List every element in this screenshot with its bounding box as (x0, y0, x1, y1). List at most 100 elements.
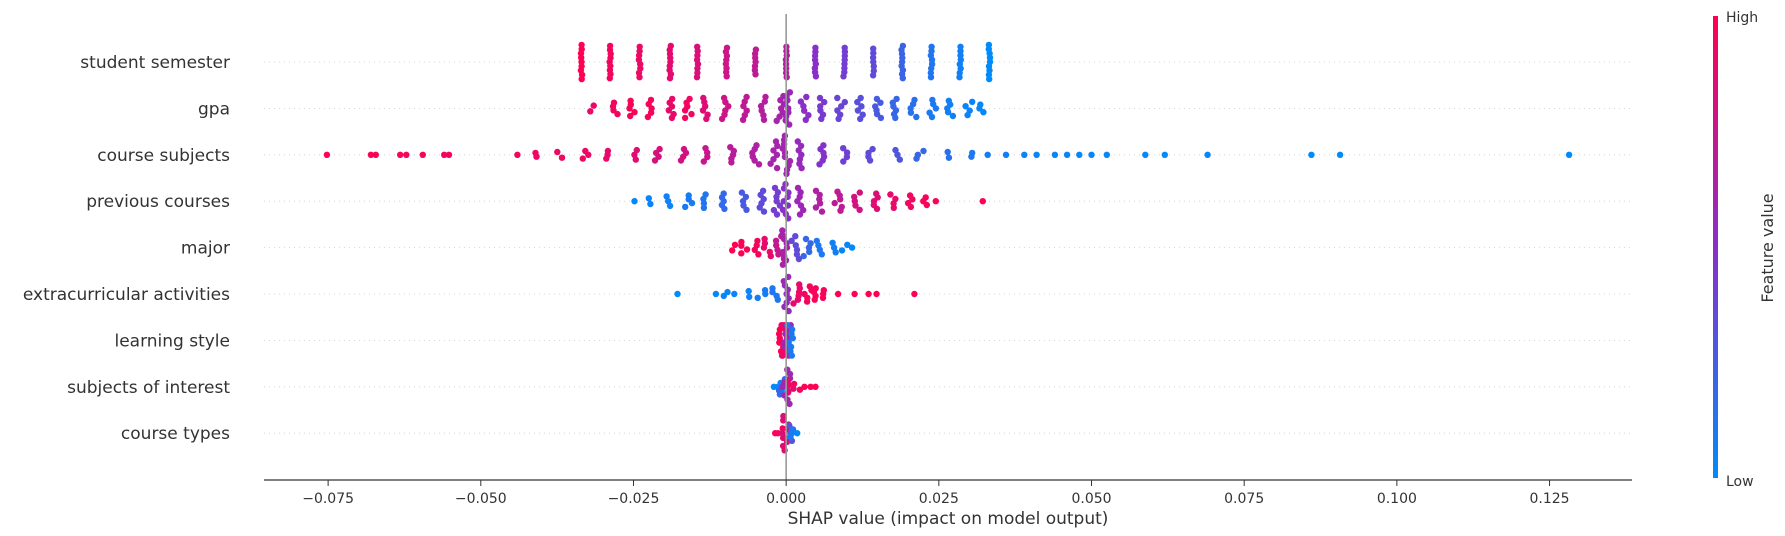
shap-point (700, 200, 708, 207)
shap-points (323, 41, 1573, 454)
shap-point (606, 75, 613, 82)
shap-point (445, 151, 453, 158)
shap-point (681, 114, 689, 122)
shap-point (720, 292, 727, 300)
shap-point (838, 247, 846, 254)
shap-point (681, 107, 689, 114)
shap-point (645, 195, 652, 202)
shap-point (840, 158, 847, 165)
shap-point (794, 430, 801, 437)
shap-point (627, 112, 634, 120)
shap-point (834, 290, 842, 298)
shap-point (801, 107, 808, 114)
colorbar-high-label: High (1726, 10, 1758, 26)
shap-point (899, 75, 906, 82)
shap-point (738, 250, 745, 257)
shap-point (703, 115, 710, 123)
colorbar-title: Feature value (1758, 193, 1777, 302)
shap-point (778, 352, 786, 359)
shap-point (721, 205, 728, 212)
shap-point (790, 380, 798, 388)
shap-point (585, 151, 592, 158)
shap-point (554, 148, 561, 156)
shap-point (762, 290, 769, 298)
shap-point (801, 383, 808, 390)
x-tick-label: 0.125 (1530, 491, 1570, 507)
shap-point (835, 115, 842, 123)
shap-point (755, 251, 762, 258)
shap-point (796, 211, 804, 218)
x-axis-title: SHAP value (impact on model output) (788, 509, 1109, 529)
shap-point (614, 110, 621, 118)
shap-point (812, 187, 820, 194)
shap-point (751, 246, 758, 253)
shap-point (838, 103, 845, 110)
shap-point (712, 290, 720, 298)
shap-point (802, 116, 809, 124)
shap-point (840, 73, 847, 80)
shap-point (1021, 151, 1028, 158)
shap-point (796, 386, 804, 393)
shap-point (927, 74, 935, 81)
shap-point (323, 151, 331, 158)
shap-point (816, 161, 823, 168)
shap-point (739, 116, 747, 124)
shap-point (631, 198, 638, 205)
colorbar: High Low Feature value (1713, 10, 1777, 490)
shap-point (666, 75, 674, 82)
shap-point (632, 156, 639, 163)
shap-point (979, 198, 986, 205)
shap-point (870, 63, 877, 70)
shap-point (800, 252, 807, 260)
shap-point (869, 145, 876, 153)
shap-point (949, 112, 957, 120)
feature-label: extracurricular activities (23, 285, 230, 305)
shap-point (731, 290, 738, 298)
shap-point (816, 94, 824, 102)
x-tick-label: −0.050 (455, 491, 507, 507)
shap-point (1076, 151, 1083, 158)
shap-point (870, 49, 877, 57)
shap-point (397, 151, 404, 158)
shap-point (1063, 151, 1071, 158)
shap-point (920, 147, 927, 155)
shap-point (781, 153, 789, 161)
feature-label: previous courses (86, 192, 230, 212)
shap-point (913, 155, 920, 162)
shap-point (740, 102, 747, 110)
shap-point (794, 198, 801, 205)
shap-point (907, 203, 915, 211)
shap-point (403, 151, 410, 158)
shap-point (794, 138, 801, 145)
feature-row (587, 89, 987, 128)
shap-point (704, 153, 711, 161)
shap-point (668, 114, 676, 122)
shap-point (798, 164, 805, 172)
shap-point (790, 300, 797, 307)
shap-point (590, 102, 597, 109)
shap-point (819, 294, 827, 301)
shap-point (887, 191, 894, 198)
shap-point (984, 151, 991, 158)
shap-point (723, 73, 730, 80)
shap-point (579, 155, 586, 162)
shap-point (779, 261, 787, 268)
shap-point (818, 251, 825, 258)
shap-point (419, 151, 426, 158)
shap-point (795, 255, 803, 263)
shap-point (890, 204, 897, 211)
shap-point (803, 93, 810, 101)
shap-point (856, 189, 863, 196)
shap-point (788, 352, 795, 359)
shap-point (852, 202, 859, 209)
shap-point (932, 105, 940, 112)
feature-label: course subjects (97, 146, 230, 166)
shap-point (829, 239, 836, 246)
shap-point (372, 151, 379, 158)
shap-point (738, 189, 746, 196)
shap-point (800, 206, 807, 214)
shap-point (760, 116, 768, 124)
shap-point (558, 154, 566, 161)
shap-point (928, 113, 936, 121)
shap-point (877, 114, 885, 122)
